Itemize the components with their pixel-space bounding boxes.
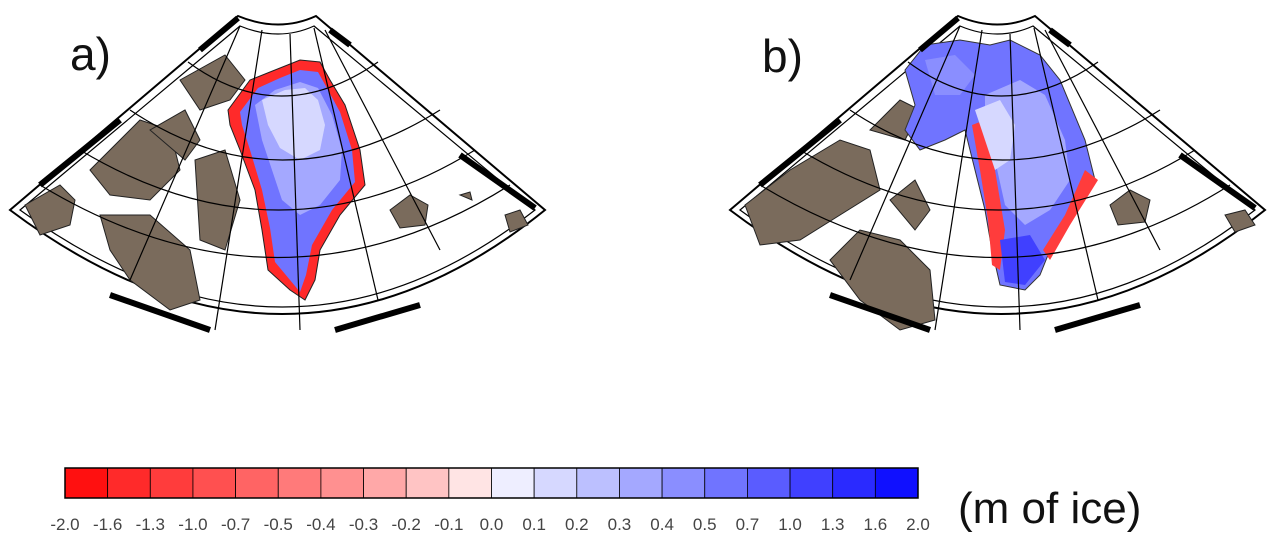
map-panel-b: b) — [728, 14, 1267, 333]
colorbar-tick-label: 0.3 — [608, 515, 632, 534]
colorbar-cell — [704, 467, 748, 499]
colorbar-cell — [363, 467, 407, 499]
colorbar-tick-label: -0.5 — [264, 515, 293, 534]
colorbar-tick-label: 0.0 — [480, 515, 504, 534]
colorbar-cell — [661, 467, 706, 499]
colorbar-tick-label: -2.0 — [50, 515, 79, 534]
ice-south-b — [1000, 235, 1045, 285]
colorbar-tick-label: -0.3 — [349, 515, 378, 534]
colorbar-cells — [64, 467, 919, 499]
colorbar-tick-label: 2.0 — [906, 515, 930, 534]
colorbar-tick-label: 0.5 — [693, 515, 717, 534]
colorbar-cell — [491, 467, 535, 499]
colorbar-tick-label: 0.7 — [736, 515, 760, 534]
colorbar-tick-label: 0.1 — [522, 515, 546, 534]
colorbar: -2.0 -1.6 -1.3 -1.0 -0.7 -0.5 -0.4 -0.3 -0.2 -0.1… — [50, 467, 1141, 534]
map-panel-a: a) — [8, 14, 547, 333]
colorbar-cell — [533, 467, 578, 499]
colorbar-cell — [64, 467, 109, 499]
colorbar-tick-label: 0.4 — [650, 515, 674, 534]
frame-ticks-a — [38, 15, 537, 333]
colorbar-cell — [192, 467, 236, 499]
frame-ticks-b — [758, 15, 1257, 333]
colorbar-cell — [320, 467, 364, 499]
colorbar-cell — [149, 467, 194, 499]
graticule-a — [39, 25, 511, 331]
colorbar-cell — [747, 467, 791, 499]
colorbar-cell — [235, 467, 279, 499]
colorbar-tick-label: -1.0 — [178, 515, 207, 534]
colorbar-tick-label: -0.7 — [221, 515, 250, 534]
colorbar-tick-label: -0.4 — [306, 515, 335, 534]
colorbar-tick-label: 0.2 — [565, 515, 589, 534]
colorbar-tick-label: 1.0 — [778, 515, 802, 534]
colorbar-cell — [874, 467, 919, 499]
colorbar-tick-label: 1.6 — [864, 515, 888, 534]
colorbar-cell — [405, 467, 450, 499]
colorbar-cell — [576, 467, 620, 499]
panel-label-a: a) — [70, 28, 111, 80]
panel-label-b: b) — [762, 30, 803, 82]
colorbar-border — [64, 467, 919, 499]
graticule-b — [759, 25, 1231, 331]
greenland-east-edge-b — [1043, 170, 1098, 260]
colorbar-cell — [619, 467, 663, 499]
colorbar-cell — [277, 467, 322, 499]
land-b — [744, 99, 1256, 331]
colorbar-tick-label: -0.2 — [392, 515, 421, 534]
ice-top-b — [975, 100, 1015, 170]
colorbar-tick-label: -1.3 — [136, 515, 165, 534]
colorbar-ticks: -2.0 -1.6 -1.3 -1.0 -0.7 -0.5 -0.4 -0.3 -0.2 -0.1… — [50, 515, 929, 534]
colorbar-tick-label: -0.1 — [434, 515, 463, 534]
colorbar-cell — [789, 467, 834, 499]
colorbar-cell — [448, 467, 492, 499]
greenland-edge-b — [972, 120, 1005, 270]
colorbar-tick-label: -1.6 — [93, 515, 122, 534]
colorbar-tick-label: 1.3 — [821, 515, 845, 534]
ice-west-b — [925, 55, 975, 95]
units-label: (m of ice) — [958, 484, 1141, 533]
colorbar-cell — [107, 467, 151, 499]
colorbar-cell — [832, 467, 876, 499]
